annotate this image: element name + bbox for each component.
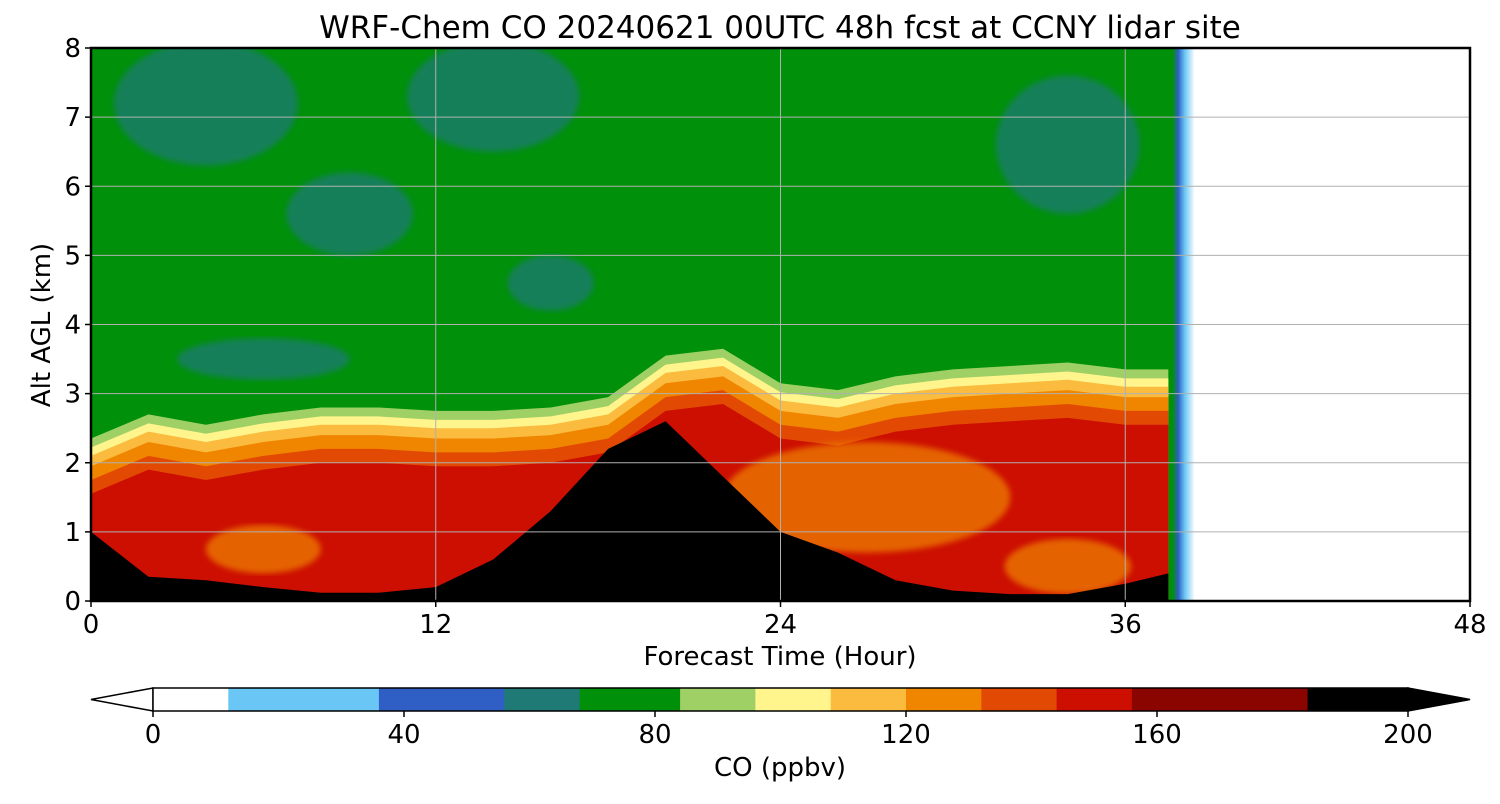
- colorbar: 0 40 80 120 160 200: [90, 687, 1471, 750]
- colorbar-bin: [1157, 688, 1183, 711]
- colorbar-bin: [1207, 688, 1233, 711]
- colorbar-tick-label: 0: [145, 720, 162, 750]
- x-axis-label: Forecast Time (Hour): [643, 642, 916, 672]
- colorbar-bin: [1006, 688, 1032, 711]
- colorbar-bin: [629, 688, 656, 711]
- colorbar-bin: [278, 688, 305, 711]
- colorbar-bin: [1182, 688, 1208, 711]
- colorbar-bin: [780, 688, 807, 711]
- colorbar-bin: [454, 688, 480, 711]
- colorbar-bin: [705, 688, 731, 711]
- colorbar-bin: [479, 688, 505, 711]
- colorbar-bin: [1081, 688, 1108, 711]
- y-tick-label: 7: [64, 103, 81, 133]
- colorbar-bin: [153, 688, 179, 711]
- co-contour-patch: [114, 48, 298, 166]
- colorbar-bin: [404, 688, 430, 711]
- colorbar-bin: [203, 688, 229, 711]
- co-contour-patch: [286, 172, 413, 256]
- y-tick-label: 3: [64, 380, 81, 410]
- colorbar-bin: [303, 688, 330, 711]
- colorbar-bin: [830, 688, 857, 711]
- co-contour-patch: [507, 255, 594, 311]
- colorbar-bin: [1282, 688, 1309, 711]
- colorbar-bin: [981, 688, 1007, 711]
- colorbar-bin: [579, 688, 606, 711]
- colorbar-bin: [755, 688, 781, 711]
- colorbar-bin: [906, 688, 932, 711]
- colorbar-bin: [1357, 688, 1384, 711]
- colorbar-bin: [730, 688, 756, 711]
- colorbar-bin: [855, 688, 882, 711]
- y-tick-label: 1: [64, 518, 81, 548]
- colorbar-bin: [1307, 688, 1334, 711]
- colorbar-frame: [152, 687, 1409, 712]
- colorbar-bin: [328, 688, 355, 711]
- colorbar-bin: [1106, 688, 1133, 711]
- y-axis-label: Alt AGL (km): [27, 243, 57, 407]
- co-contour-patch: [177, 338, 350, 380]
- x-axis-ticks: 0 12 24 36 48: [83, 601, 1487, 640]
- y-tick-label: 4: [64, 311, 81, 341]
- colorbar-bin: [178, 688, 204, 711]
- colorbar-tick-label: 120: [881, 720, 931, 750]
- colorbar-bin: [655, 688, 681, 711]
- colorbar-label: CO (ppbv): [714, 753, 846, 783]
- co-contour-patch: [205, 524, 321, 574]
- co-contour-band: [91, 421, 1169, 601]
- colorbar-extend-max: [1407, 687, 1471, 712]
- colorbar-bin: [1031, 688, 1058, 711]
- colorbar-tick-label: 160: [1132, 720, 1182, 750]
- x-tick-label: 12: [419, 610, 452, 640]
- y-tick-label: 6: [64, 172, 81, 202]
- colorbar-tick-label: 40: [387, 720, 420, 750]
- colorbar-bin: [1257, 688, 1283, 711]
- colorbar-bin: [1056, 688, 1083, 711]
- chart-title: WRF-Chem CO 20240621 00UTC 48h fcst at C…: [319, 10, 1241, 46]
- co-contour-patch: [1004, 538, 1131, 595]
- x-tick-label: 36: [1109, 610, 1142, 640]
- colorbar-bin: [353, 688, 380, 711]
- x-tick-label: 48: [1453, 610, 1486, 640]
- colorbar-bin: [1131, 688, 1158, 711]
- y-tick-label: 2: [64, 449, 81, 479]
- colorbar-bin: [253, 688, 279, 711]
- colorbar-bin: [805, 688, 832, 711]
- colorbar-bin: [1232, 688, 1258, 711]
- colorbar-extend-min: [90, 687, 154, 712]
- colorbar-bin: [931, 688, 957, 711]
- y-tick-label: 8: [64, 34, 81, 64]
- colorbar-bin: [378, 688, 405, 711]
- colorbar-bin: [956, 688, 982, 711]
- colorbar-tick-label: 80: [638, 720, 671, 750]
- y-tick-label: 5: [64, 241, 81, 271]
- colorbar-tick-label: 200: [1383, 720, 1433, 750]
- colorbar-bin: [880, 688, 907, 711]
- co-contour-patch: [407, 48, 580, 152]
- colorbar-bin: [554, 688, 581, 711]
- x-tick-label: 0: [83, 610, 100, 640]
- x-tick-label: 24: [764, 610, 797, 640]
- co-contour-patch: [995, 75, 1140, 214]
- y-tick-label: 0: [64, 587, 81, 617]
- colorbar-bin: [529, 688, 556, 711]
- colorbar-bin: [604, 688, 631, 711]
- colorbar-bin: [228, 688, 254, 711]
- colorbar-bin: [429, 688, 455, 711]
- colorbar-bin: [680, 688, 706, 711]
- colorbar-bin: [1332, 688, 1359, 711]
- colorbar-bin: [504, 688, 530, 711]
- colorbar-bin: [1382, 688, 1409, 711]
- co-contour-patch: [723, 442, 1011, 553]
- y-axis-ticks: 0 1 2 3 4 5 6 7 8: [64, 34, 91, 617]
